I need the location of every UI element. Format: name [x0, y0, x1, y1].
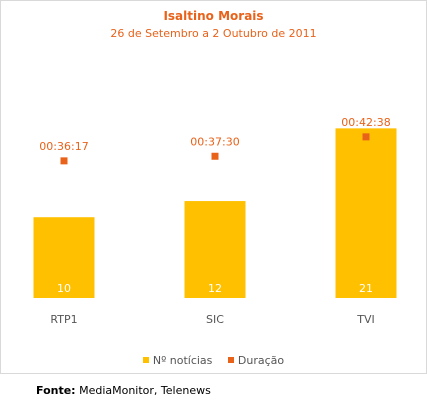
legend-swatch-news-count — [142, 357, 149, 363]
legend-label-duration: Duração — [237, 354, 285, 367]
category-label-rtp1: RTP1 — [50, 313, 77, 326]
chart-plot: 10 00:36:17 RTP1 12 00:37:30 SIC 21 00:42:38 TVI — [33, 116, 397, 326]
bar-rtp1 — [33, 217, 95, 298]
legend-item-duration: Duração — [227, 354, 285, 367]
bar-value-label-sic: 12 — [208, 282, 222, 295]
legend-item-news-count: Nº notícias — [142, 354, 213, 367]
duration-marker-sic — [211, 152, 219, 160]
chart-title: Isaltino Morais — [163, 9, 264, 23]
bar-tvi — [335, 128, 397, 298]
duration-label-sic: 00:37:30 — [190, 135, 239, 148]
duration-marker-tvi — [362, 133, 370, 141]
source-text: MediaMonitor, Telenews — [75, 384, 211, 397]
legend-label-news-count: Nº notícias — [152, 354, 213, 367]
duration-marker-rtp1 — [60, 157, 68, 165]
chart-legend: Nº notícias Duração — [0, 354, 427, 367]
duration-label-rtp1: 00:36:17 — [39, 140, 88, 153]
duration-label-tvi: 00:42:38 — [341, 116, 390, 129]
category-label-tvi: TVI — [356, 313, 375, 326]
chart-subtitle: 26 de Setembro a 2 Outubro de 2011 — [110, 27, 317, 40]
source-note: Fonte: MediaMonitor, Telenews — [36, 384, 211, 397]
legend-swatch-duration — [227, 357, 234, 363]
bar-value-label-tvi: 21 — [359, 282, 373, 295]
category-label-sic: SIC — [206, 313, 224, 326]
bar-value-label-rtp1: 10 — [57, 282, 71, 295]
bar-sic — [184, 201, 246, 298]
source-prefix: Fonte: — [36, 384, 76, 397]
